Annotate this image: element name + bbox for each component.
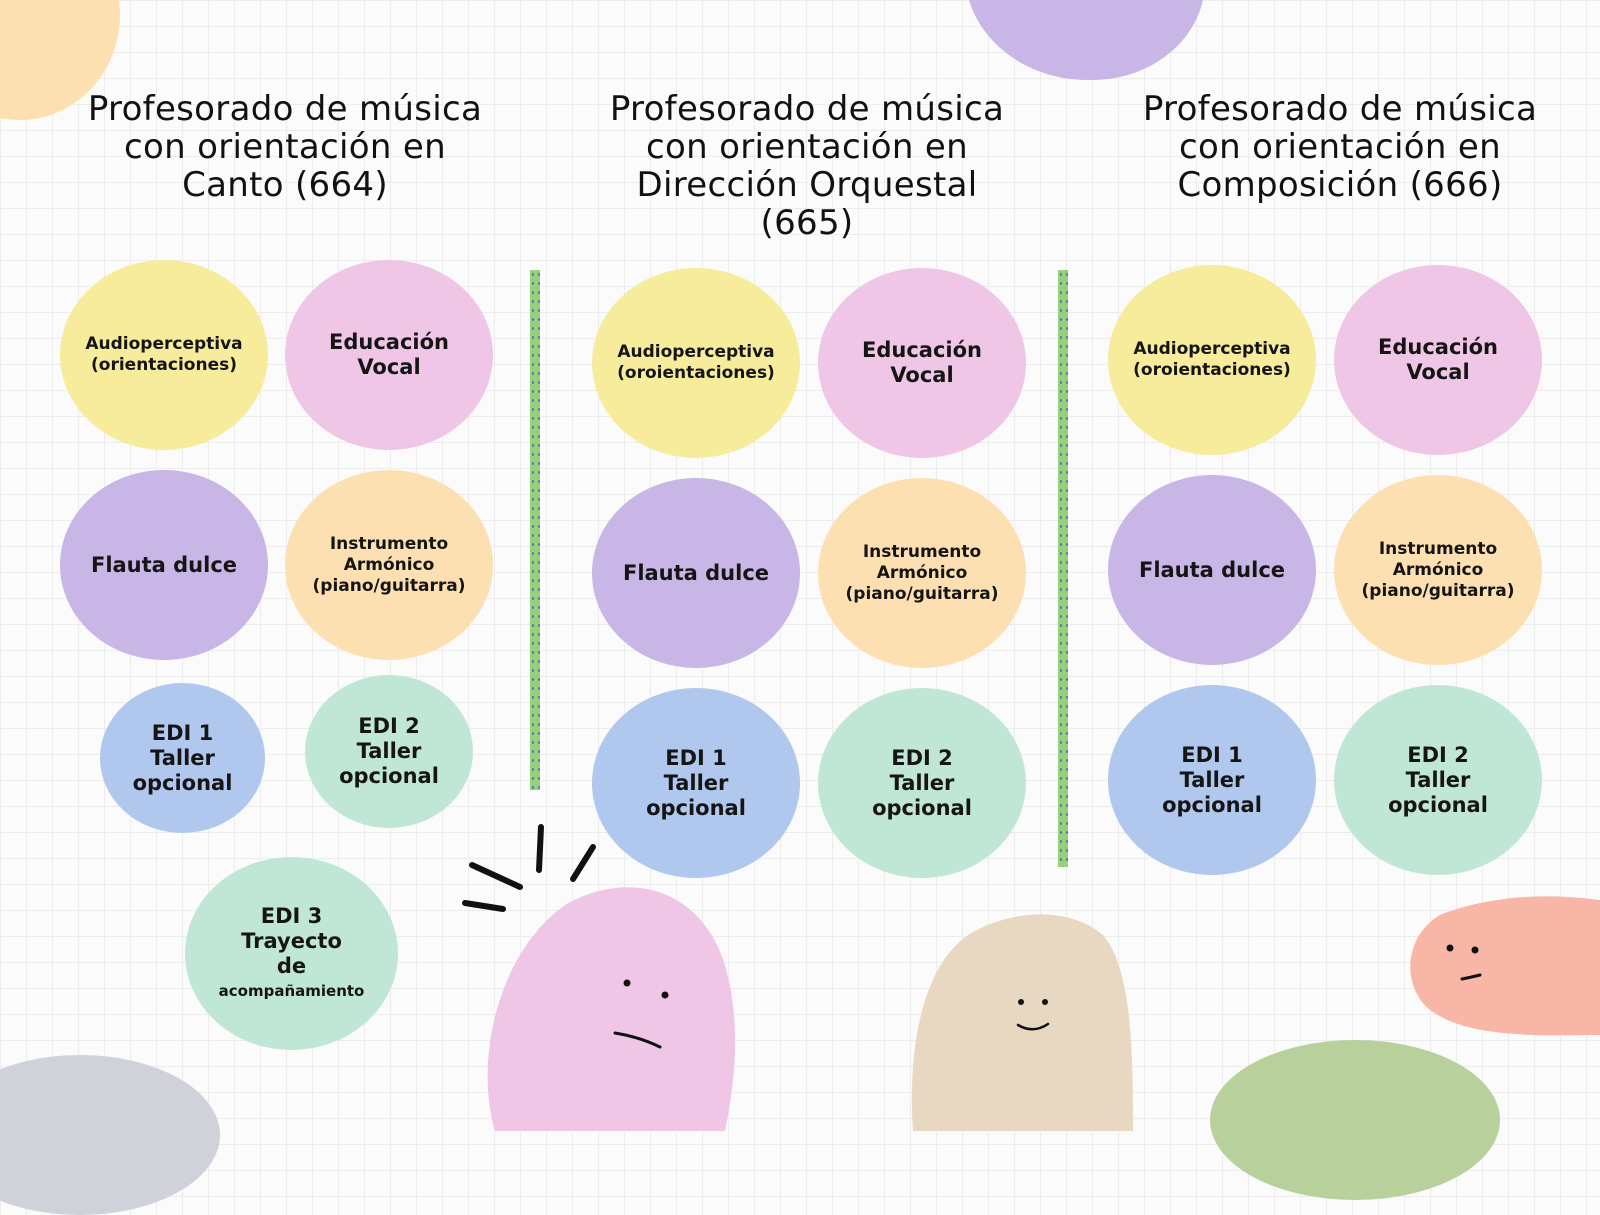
instrumento-armonico-bubble: Instrumento Armónico (piano/guitarra) xyxy=(818,478,1026,668)
column-title-direccion: Profesorado de música con orientación en… xyxy=(587,90,1027,242)
bubble-line: Taller xyxy=(889,770,955,795)
bubble-line: Taller xyxy=(150,745,215,770)
edi1-bubble: EDI 1 Taller opcional xyxy=(1108,685,1316,875)
bubble-line: Audioperceptiva xyxy=(85,334,243,354)
edi3-bubble: EDI 3 Trayecto de acompañamiento xyxy=(185,857,398,1050)
bubble-line: Armónico xyxy=(876,562,968,583)
bubble-line: Taller xyxy=(1179,767,1245,792)
educacion-vocal-bubble: Educación Vocal xyxy=(818,268,1026,458)
title-line: Dirección Orquestal xyxy=(636,165,978,205)
surprise-lines-icon xyxy=(462,824,596,912)
beige-blob-character xyxy=(911,914,1133,1131)
bubble-line: Flauta dulce xyxy=(1138,557,1286,582)
bubble-line: (orientaciones) xyxy=(91,355,237,375)
title-line: (665) xyxy=(760,203,854,243)
bubble-line: Educación xyxy=(1378,335,1498,359)
bubble-line: opcional xyxy=(339,764,439,788)
bubble-line: Educación xyxy=(329,330,449,354)
instrumento-armonico-bubble: Instrumento Armónico (piano/guitarra) xyxy=(285,470,493,660)
bubble-line: (piano/guitarra) xyxy=(845,583,999,604)
bubble-line: Taller xyxy=(356,739,422,763)
bubble-line: Flauta dulce xyxy=(622,560,770,585)
title-line: Profesorado de música xyxy=(1142,89,1538,129)
bubble-line: Instrumento xyxy=(329,533,449,554)
flauta-dulce-bubble: Flauta dulce xyxy=(592,478,800,668)
column-title-composicion: Profesorado de música con orientación en… xyxy=(1120,90,1560,204)
bubble-line: Vocal xyxy=(357,355,421,379)
edi1-bubble: EDI 1 Taller opcional xyxy=(592,688,800,878)
bubble-line: (piano/guitarra) xyxy=(312,575,466,596)
bubble-line: (oroientaciones) xyxy=(1133,360,1291,380)
bubble-line: (piano/guitarra) xyxy=(1361,580,1515,601)
bubble-line: EDI 1 xyxy=(151,720,214,745)
gray-bottom-left-blob xyxy=(0,1055,220,1215)
bubble-line: Taller xyxy=(1405,767,1471,792)
bubble-line: EDI 2 xyxy=(1407,742,1469,767)
purple-top-blob xyxy=(965,0,1205,80)
title-line: Profesorado de música xyxy=(609,89,1005,129)
title-line: Canto (664) xyxy=(182,165,388,205)
bubble-line: Vocal xyxy=(890,363,954,387)
edi2-bubble: EDI 2 Taller opcional xyxy=(818,688,1026,878)
bubble-line: acompañamiento xyxy=(218,981,365,1000)
edi2-bubble: EDI 2 Taller opcional xyxy=(305,675,473,828)
educacion-vocal-bubble: Educación Vocal xyxy=(1334,265,1542,455)
bubble-line: Educación xyxy=(862,338,982,362)
educacion-vocal-bubble: Educación Vocal xyxy=(285,260,493,450)
audioperceptiva-bubble: Audioperceptiva (oroientaciones) xyxy=(592,268,800,458)
audioperceptiva-bubble: Audioperceptiva (orientaciones) xyxy=(60,260,268,450)
divider-left xyxy=(530,270,540,790)
pink-blob-body xyxy=(487,887,736,1131)
title-line: con orientación en xyxy=(124,127,446,167)
title-line: con orientación en xyxy=(1179,127,1501,167)
bubble-line: opcional xyxy=(646,795,746,820)
bubble-line: opcional xyxy=(1388,792,1488,817)
bubble-line: Armónico xyxy=(1392,559,1484,580)
bubble-line: Trayecto xyxy=(241,928,342,953)
bubble-line: Armónico xyxy=(343,554,435,575)
bubble-line: EDI 1 xyxy=(1181,742,1243,767)
bubble-line: Instrumento xyxy=(1378,538,1498,559)
salmon-blob-character xyxy=(1410,896,1600,1036)
green-bottom-right-blob xyxy=(1210,1040,1500,1200)
divider-right xyxy=(1058,270,1068,867)
bubble-line: EDI 3 xyxy=(260,903,323,928)
bubble-line: Audioperceptiva xyxy=(1133,339,1291,359)
title-line: Composición (666) xyxy=(1177,165,1503,205)
bubble-line: opcional xyxy=(872,795,972,820)
bubble-line: EDI 2 xyxy=(891,745,953,770)
salmon-blob-body xyxy=(1410,896,1600,1036)
bubble-line: EDI 2 xyxy=(358,714,420,738)
bubble-line: opcional xyxy=(1162,792,1262,817)
bubble-line: Flauta dulce xyxy=(90,552,238,577)
beige-blob-body xyxy=(911,914,1133,1131)
instrumento-armonico-bubble: Instrumento Armónico (piano/guitarra) xyxy=(1334,475,1542,665)
bubble-line: (oroientaciones) xyxy=(617,363,775,383)
edi1-bubble: EDI 1 Taller opcional xyxy=(100,683,265,833)
bubble-line: opcional xyxy=(132,770,233,795)
bubble-line: Vocal xyxy=(1406,360,1470,384)
bubble-line: EDI 1 xyxy=(665,745,727,770)
audioperceptiva-bubble: Audioperceptiva (oroientaciones) xyxy=(1108,265,1316,455)
title-line: Profesorado de música xyxy=(87,89,483,129)
flauta-dulce-bubble: Flauta dulce xyxy=(60,470,268,660)
bubble-line: Audioperceptiva xyxy=(617,342,775,362)
flauta-dulce-bubble: Flauta dulce xyxy=(1108,475,1316,665)
title-line: con orientación en xyxy=(646,127,968,167)
bubble-line: Instrumento xyxy=(862,541,982,562)
column-title-canto: Profesorado de música con orientación en… xyxy=(65,90,505,204)
bubble-line: de xyxy=(276,953,307,978)
bubble-line: Taller xyxy=(663,770,729,795)
edi2-bubble: EDI 2 Taller opcional xyxy=(1334,685,1542,875)
pink-blob-character xyxy=(462,824,736,1131)
